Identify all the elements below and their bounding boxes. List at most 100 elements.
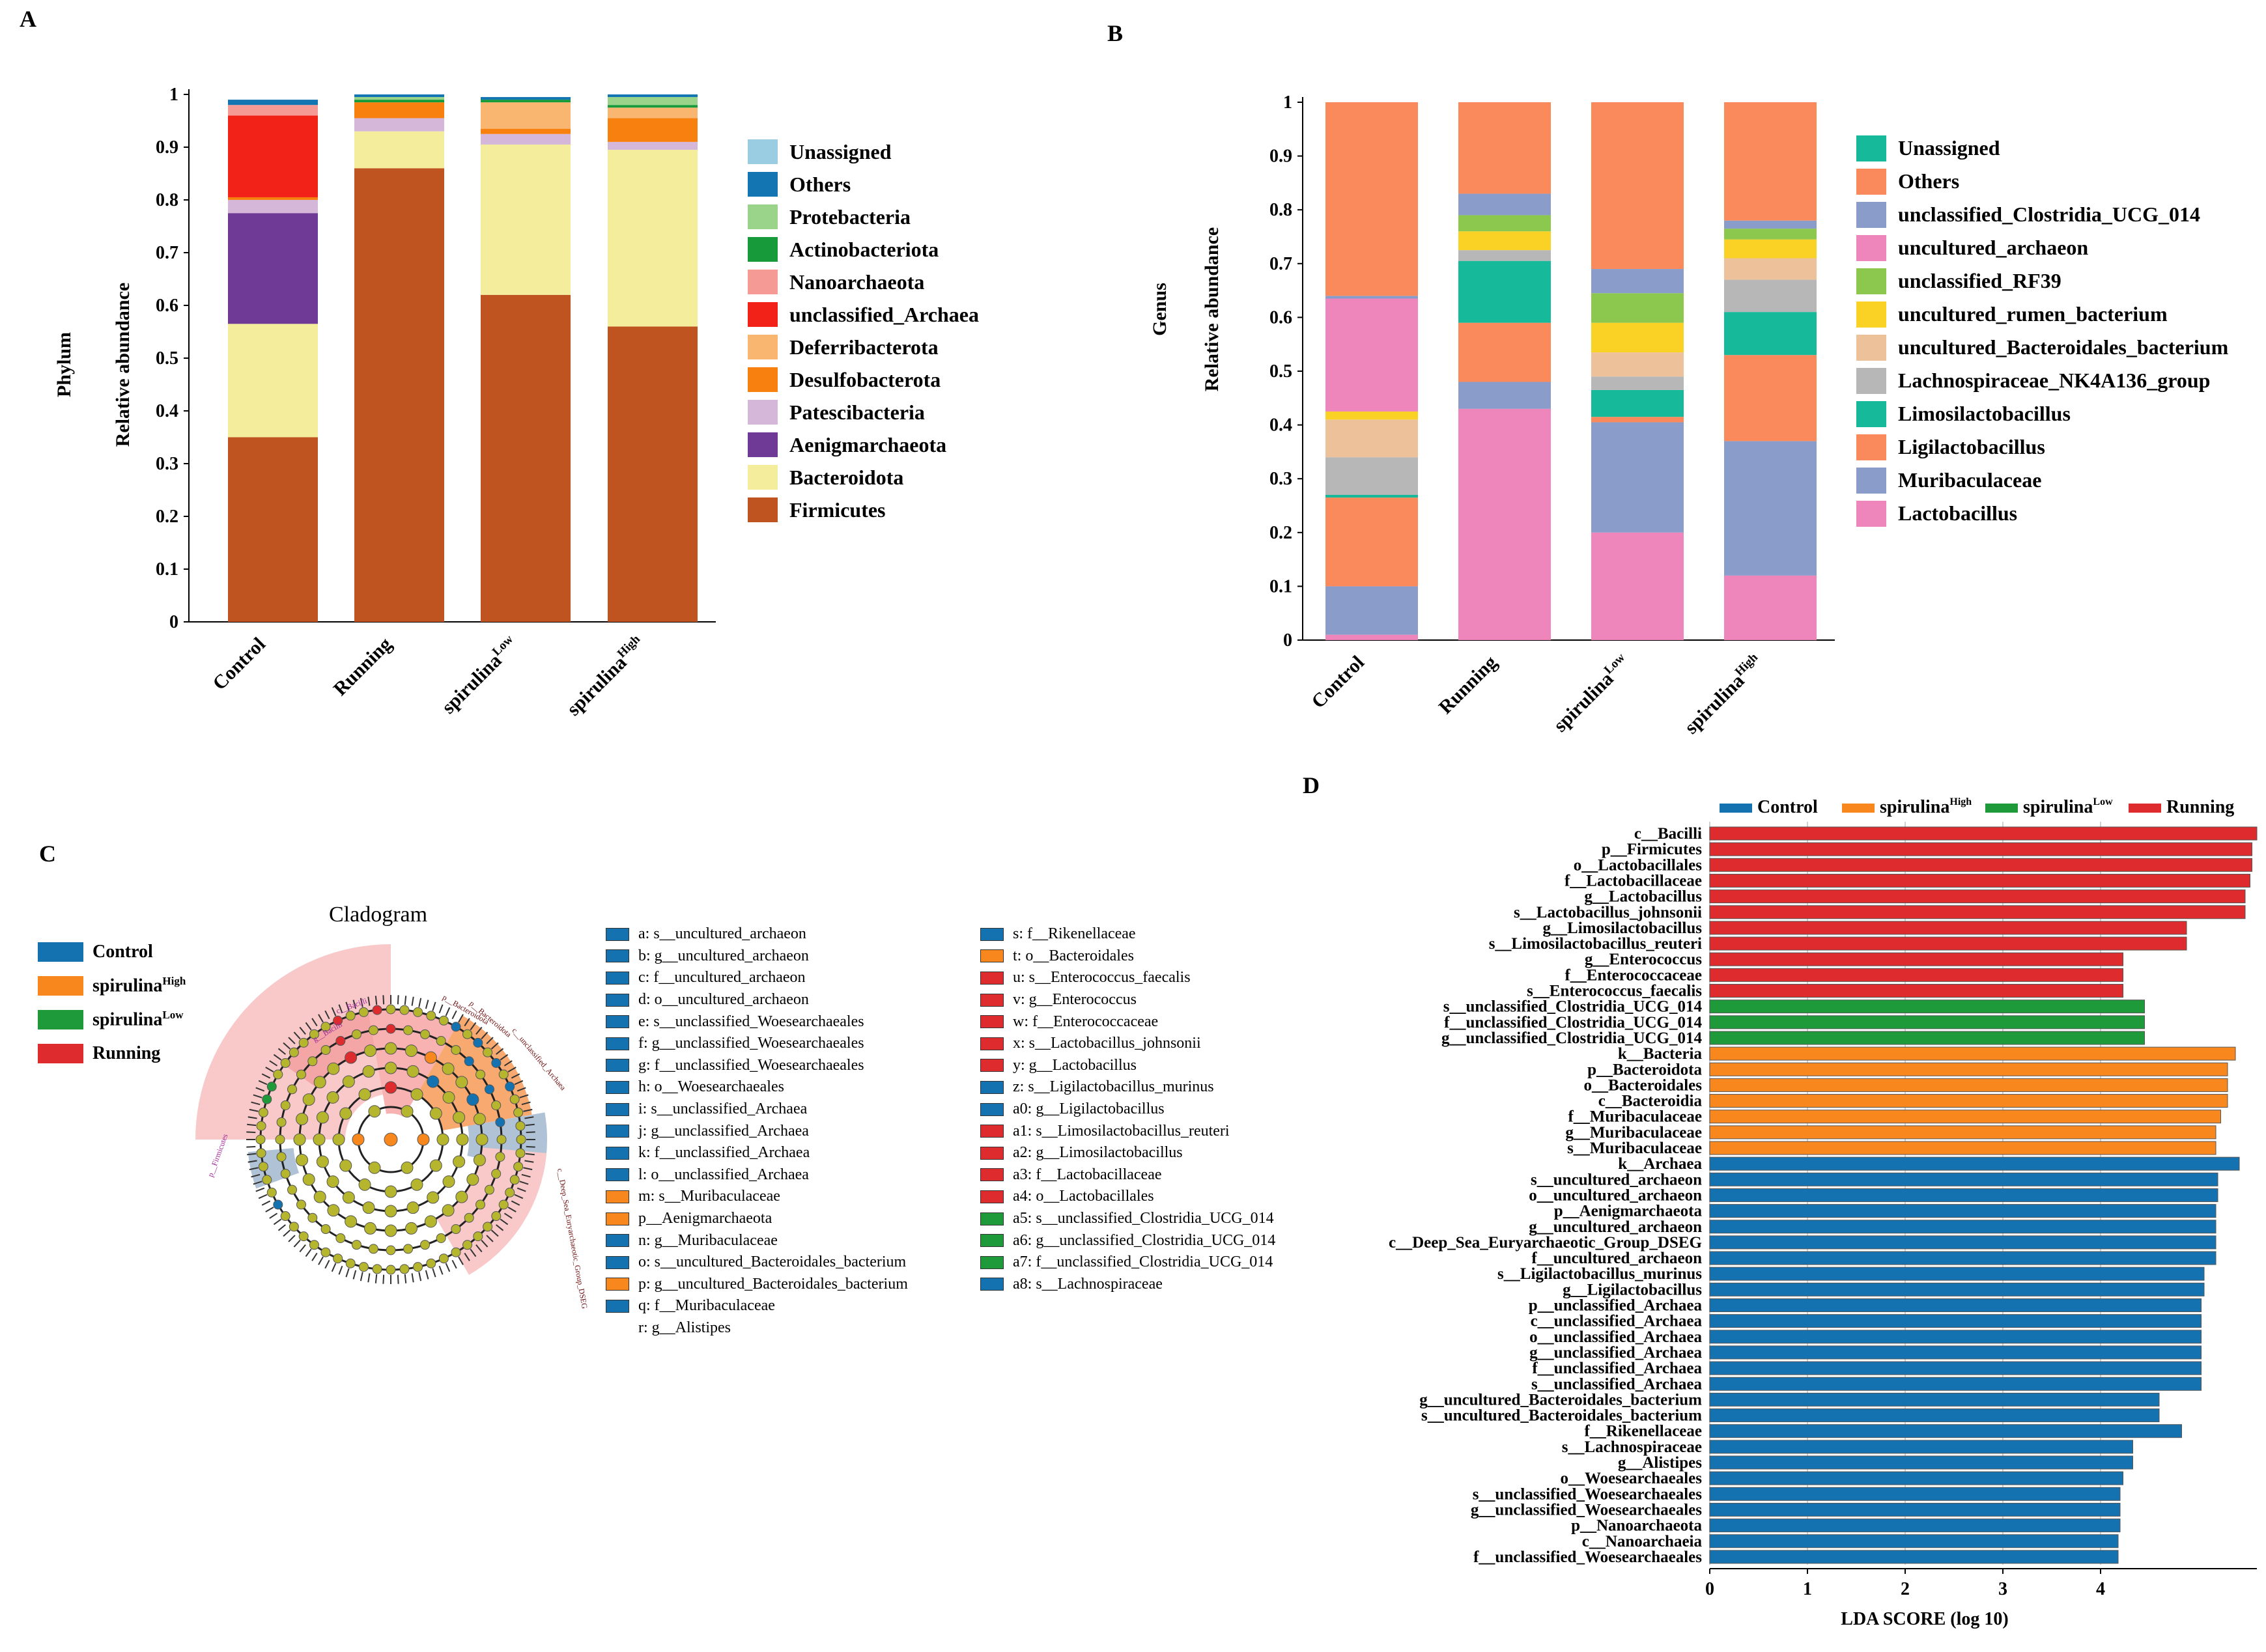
- cladogram-node: [483, 1222, 493, 1232]
- key-label: w: f__Enterococcaceae: [1013, 1013, 1159, 1030]
- cladogram-node: [491, 1100, 502, 1110]
- legend-swatch: [1856, 467, 1886, 494]
- cladogram-node: [384, 1205, 397, 1218]
- cladogram-leaf-tick: [425, 1000, 429, 1009]
- cladogram-node: [364, 1222, 377, 1235]
- cladogram-leaf-tick: [458, 1256, 464, 1265]
- cladogram-node: [345, 1051, 358, 1064]
- bar-segment-lachnospiraceae-nk4a136-group: [1325, 457, 1418, 495]
- key-swatch: [606, 1125, 629, 1138]
- cladogram-key-item: p__Aenigmarchaeota: [606, 1208, 908, 1230]
- lda-bar-label: f__unclassified_Clostridia_UCG_014: [1444, 1014, 1702, 1031]
- key-swatch: [606, 927, 629, 941]
- cladogram-node: [333, 1253, 343, 1264]
- legend-item-lactobacillus: Lactobacillus: [1856, 497, 2228, 530]
- bar-segment-desulfobacterota: [228, 197, 318, 200]
- bar-segment-unclassified-archaea: [228, 115, 318, 197]
- key-label: p__Aenigmarchaeota: [638, 1210, 772, 1227]
- cladogram-leaf-tick: [331, 1263, 337, 1272]
- y-tick-label: 0.1: [1269, 576, 1292, 596]
- lda-bar-o-bacteroidales: [1709, 1078, 2228, 1092]
- legend-label: Unassigned: [789, 139, 892, 163]
- lda-bar-f-muribaculaceae: [1709, 1110, 2221, 1124]
- cladogram-node: [293, 1133, 306, 1146]
- cladogram-node: [287, 1084, 298, 1095]
- key-label: b: g__uncultured_archaeon: [638, 947, 809, 964]
- key-swatch: [980, 993, 1004, 1007]
- cladogram-key-item: x: s__Lactobacillus_johnsonii: [980, 1033, 1275, 1055]
- legend-item-lachnospiraceae-nk4a136-group: Lachnospiraceae_NK4A136_group: [1856, 364, 2228, 397]
- key-swatch: [980, 971, 1004, 985]
- y-tick-label: 0.6: [1269, 307, 1292, 328]
- lda-bar-label: s__Ligilactobacillus_murinus: [1497, 1265, 1702, 1283]
- cladogram-node: [484, 1184, 494, 1195]
- cladogram-node: [280, 1169, 290, 1179]
- cladogram-leaf-tick: [521, 1173, 531, 1178]
- bar-segment-deferribacterota: [608, 107, 698, 119]
- lda-bar-s-unclassified-clostridia-ucg-014: [1709, 1000, 2145, 1014]
- cladogram-node: [358, 1088, 371, 1101]
- key-swatch: [606, 1059, 629, 1072]
- bar-segment-muribaculaceae: [1325, 586, 1418, 635]
- cladogram-leaf-tick: [269, 1212, 278, 1219]
- bar-segment-others: [1724, 102, 1817, 221]
- lda-bar-label: g__unclassified_Archaea: [1529, 1344, 1702, 1362]
- lda-x-tick-label: 1: [1803, 1579, 1812, 1599]
- cladogram-node: [372, 1264, 382, 1274]
- cladogram-leaf-tick: [247, 1153, 257, 1156]
- cladogram-leaf-tick: [305, 1248, 312, 1257]
- key-label: u: s__Enterococcus_faecalis: [1013, 969, 1191, 987]
- cladogram-node: [403, 1244, 414, 1254]
- cladogram-key-item: g: f__unclassified_Woesearchaeales: [606, 1055, 908, 1077]
- legend-label: Firmicutes: [789, 497, 886, 522]
- cladogram-node: [513, 1107, 524, 1117]
- cladogram-node: [386, 1245, 396, 1255]
- lda-bar-label: g__unclassified_Clostridia_UCG_014: [1441, 1029, 1703, 1047]
- cladogram-node: [313, 1133, 326, 1146]
- lda-bar-s-lactobacillus-johnsonii: [1709, 905, 2246, 919]
- panel-label-b: B: [1107, 20, 1124, 46]
- bar-segment-others: [228, 100, 318, 105]
- cladogram-node: [386, 1004, 396, 1015]
- cladogram-node: [320, 1044, 331, 1055]
- cladogram-leaf-tick: [277, 1048, 286, 1055]
- bar-segment-desulfobacterota: [608, 118, 698, 142]
- cladogram-node: [451, 1022, 461, 1032]
- legend-swatch: [748, 237, 778, 262]
- cladogram-leaf-tick: [324, 1010, 330, 1020]
- cladogram-graphic: g__Bacillic__Bacillip__Firmicutesp__Bact…: [195, 944, 589, 1309]
- bar-segment-uncultured-bacteroidales-bacterium: [1724, 258, 1817, 280]
- key-swatch: [980, 1255, 1004, 1269]
- key-swatch: [980, 1125, 1004, 1138]
- legend-label: Patescibacteria: [789, 400, 925, 424]
- cladogram-node: [483, 1047, 493, 1057]
- lda-bar-label: s__unclassified_Woesearchaeales: [1473, 1485, 1703, 1503]
- legend-swatch: [748, 302, 778, 327]
- cladogram-leaf-tick: [305, 1022, 312, 1031]
- cladogram-leaf-tick: [255, 1087, 265, 1092]
- key-swatch: [980, 1146, 1004, 1160]
- y-tick-label: 0.9: [156, 137, 178, 158]
- cladogram-leaf-tick: [490, 1229, 499, 1237]
- key-label: a: s__uncultured_archaeon: [638, 925, 806, 943]
- cladogram-node: [473, 1113, 486, 1126]
- y-tick-label: 0.4: [1269, 415, 1292, 436]
- legend-item-aenigmarchaeota: Aenigmarchaeota: [748, 428, 979, 461]
- cladogram-key-item: s: f__Rikenellaceae: [980, 923, 1275, 945]
- y-tick-label: 0.7: [156, 243, 178, 263]
- cladogram-node: [466, 1093, 479, 1106]
- key-label: j: g__unclassified_Archaea: [638, 1122, 809, 1140]
- lda-x-axis-label: LDA SCORE (log 10): [1841, 1609, 2008, 1629]
- lda-bar-s-unclassified-woesearchaeales: [1709, 1487, 2121, 1501]
- panel-label-d: D: [1303, 772, 1320, 798]
- cladogram-node: [351, 1029, 361, 1039]
- lda-bar-f-uncultured-archaeon: [1709, 1251, 2216, 1265]
- legend-swatch: [1856, 168, 1886, 195]
- cladogram-node: [491, 1057, 502, 1068]
- cladogram-node: [351, 1240, 361, 1250]
- cladogram-node: [403, 1025, 414, 1035]
- cladogram-key-item: a0: g__Ligilactobacillus: [980, 1099, 1275, 1121]
- cladogram-node: [368, 1025, 378, 1035]
- cladogram-node: [495, 1117, 505, 1127]
- lda-bar-label: p__Aenigmarchaeota: [1554, 1203, 1703, 1220]
